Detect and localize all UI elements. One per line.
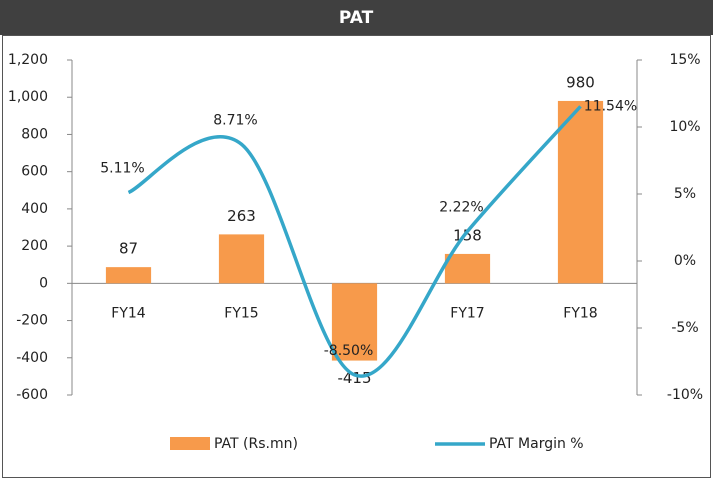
- y2-tick-label: 10%: [669, 119, 700, 135]
- y2-tick-label: 5%: [674, 186, 696, 202]
- line-value-label: 8.71%: [213, 112, 257, 128]
- bar-value-label: 980: [566, 73, 595, 91]
- line-value-label: -8.50%: [324, 343, 374, 359]
- x-tick-label: FY15: [224, 305, 258, 321]
- y-tick-label: -200: [16, 313, 48, 329]
- y2-tick-label: 15%: [669, 52, 700, 68]
- bar: [444, 253, 491, 284]
- y-tick-label: -400: [16, 350, 48, 366]
- margin-line: [127, 105, 582, 378]
- y-tick-label: 800: [21, 126, 48, 142]
- y-tick-label: 1,000: [8, 89, 48, 105]
- bar-value-label: 87: [119, 240, 138, 258]
- bar: [331, 283, 378, 361]
- chart-title: PAT: [339, 8, 374, 28]
- y-tick-label: 200: [21, 238, 48, 254]
- frame: [2, 35, 711, 478]
- y-tick-label: 1,200: [8, 52, 48, 68]
- y2-tick-label: 0%: [674, 253, 696, 269]
- bar: [105, 267, 152, 284]
- line-value-label: 2.22%: [439, 199, 483, 215]
- bar: [557, 100, 604, 284]
- line-value-label: 11.54%: [584, 98, 637, 114]
- y-tick-label: 400: [21, 201, 48, 217]
- x-tick-label: FY18: [563, 305, 597, 321]
- title-bar: [0, 0, 713, 35]
- legend-swatch: [170, 437, 210, 450]
- bar-value-label: 263: [227, 207, 256, 225]
- x-tick-label: FY17: [450, 305, 484, 321]
- legend-label: PAT Margin %: [489, 436, 584, 452]
- y-tick-label: 600: [21, 164, 48, 180]
- y-tick-label: 0: [39, 275, 48, 291]
- legend-label: PAT (Rs.mn): [214, 436, 298, 452]
- y-tick-label: -600: [16, 387, 48, 403]
- bar: [218, 234, 265, 284]
- x-tick-label: FY14: [111, 305, 146, 321]
- y2-tick-label: -10%: [667, 387, 703, 403]
- line-value-label: 5.11%: [100, 161, 144, 177]
- bar-value-label: -415: [337, 369, 371, 387]
- y2-tick-label: -5%: [671, 320, 698, 336]
